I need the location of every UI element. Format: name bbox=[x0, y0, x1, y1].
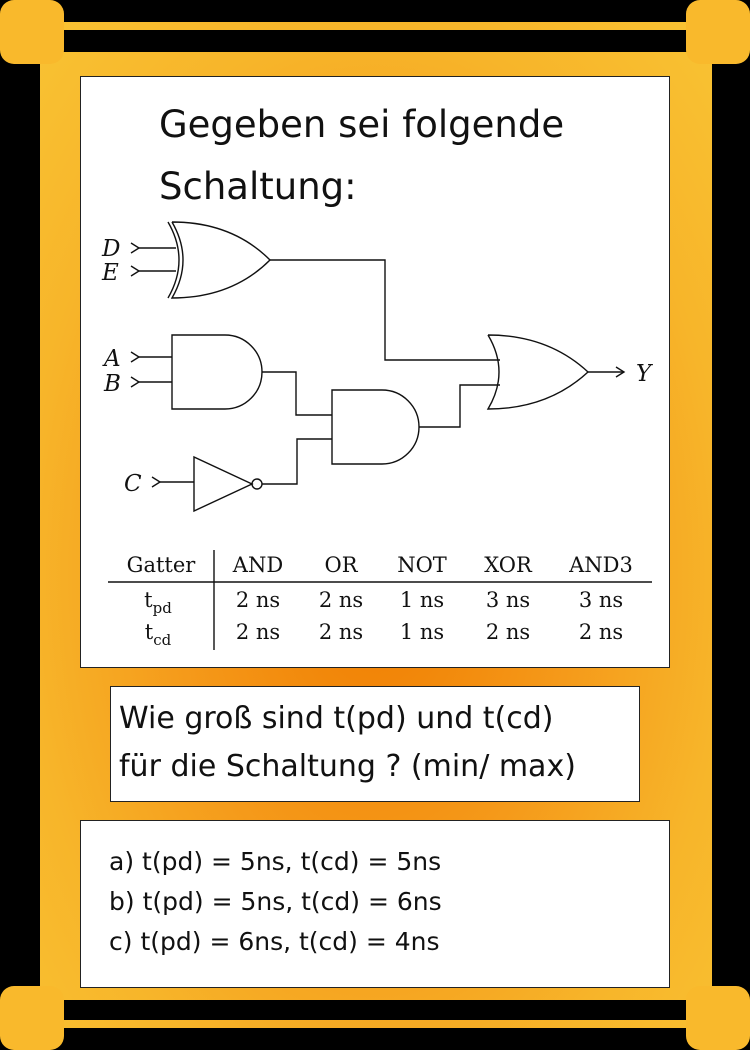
frame-edge-left bbox=[22, 62, 40, 990]
frame-edge-right bbox=[712, 62, 728, 990]
frame-edge-bottom bbox=[40, 1000, 710, 1020]
question-box: Wie groß sind t(pd) und t(cd) für die Sc… bbox=[110, 686, 640, 802]
frame-edge-top bbox=[40, 30, 710, 52]
frame-corner-bottom-right bbox=[686, 986, 750, 1050]
answers-box: a) t(pd) = 5ns, t(cd) = 5ns b) t(pd) = 5… bbox=[80, 820, 670, 988]
frame-corner-bottom-left bbox=[0, 986, 64, 1050]
question-line-1: Wie groß sind t(pd) und t(cd) bbox=[119, 701, 554, 736]
circuit-panel: Gegeben sei folgende Schaltung: bbox=[80, 76, 670, 668]
answer-option-b[interactable]: b) t(pd) = 5ns, t(cd) = 6ns bbox=[109, 887, 442, 916]
question-line-2: für die Schaltung ? (min/ max) bbox=[119, 749, 576, 784]
frame-corner-top-right bbox=[686, 0, 750, 64]
frame-corner-top-left bbox=[0, 0, 64, 64]
answer-option-a[interactable]: a) t(pd) = 5ns, t(cd) = 5ns bbox=[109, 847, 442, 876]
title-line-1: Gegeben sei folgende bbox=[159, 103, 565, 146]
title-line-2: Schaltung: bbox=[159, 165, 357, 208]
answer-option-c[interactable]: c) t(pd) = 6ns, t(cd) = 4ns bbox=[109, 927, 440, 956]
